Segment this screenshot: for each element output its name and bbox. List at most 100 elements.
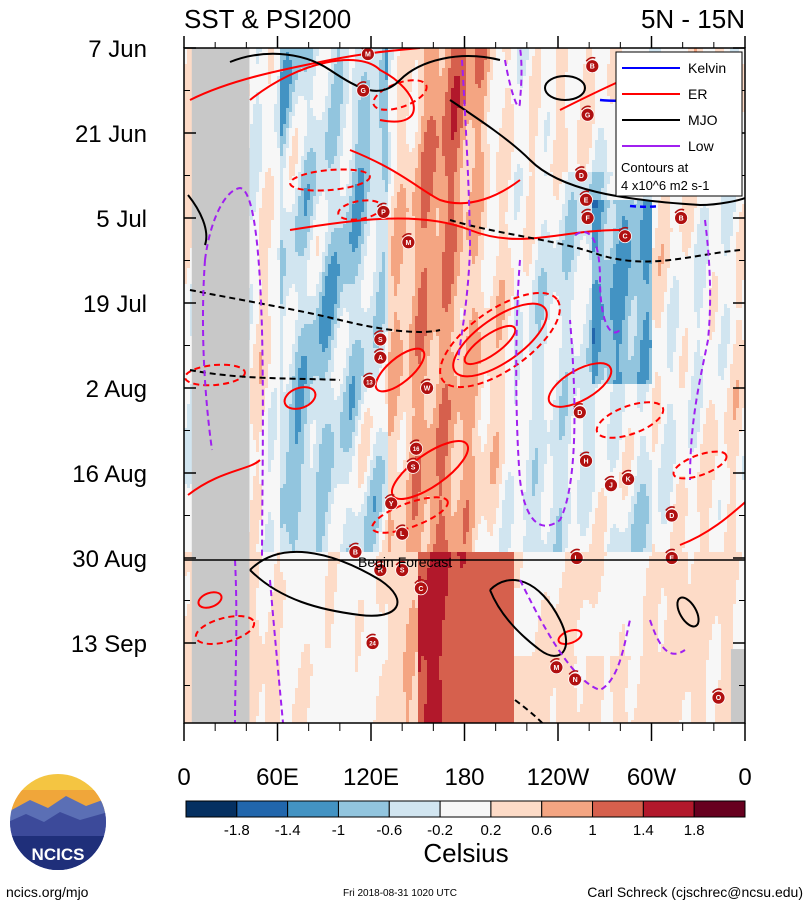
storm-label: D <box>579 173 584 180</box>
storm-label: W <box>424 386 431 393</box>
mjo-contour <box>449 99 745 207</box>
footer-timestamp: Fri 2018-08-31 1020 UTC <box>343 888 457 899</box>
low-contour <box>201 259 213 451</box>
storm-marker: W <box>420 378 435 395</box>
colorbar-swatch <box>490 800 543 818</box>
x-tick-label: 60W <box>627 764 677 791</box>
storm-marker: E <box>664 548 679 565</box>
storm-marker: B <box>348 542 363 559</box>
storm-label: G <box>585 112 591 119</box>
storm-label: B <box>590 64 595 71</box>
storm-label: E <box>584 197 589 204</box>
er-contour-neg <box>194 615 256 645</box>
storm-label: M <box>405 240 411 247</box>
storm-marker: K <box>621 469 636 486</box>
colorbar-swatch <box>287 800 339 818</box>
storm-marker: A <box>373 348 388 365</box>
legend-box <box>615 51 743 197</box>
ncics-logo: NCICS <box>9 773 107 871</box>
er-contour <box>391 440 469 500</box>
storm-marker: M <box>549 657 564 675</box>
logo-text: NCICS <box>32 845 85 864</box>
mjo-contour <box>249 550 399 617</box>
storm-label: A <box>378 355 383 362</box>
er-contour <box>187 459 261 496</box>
y-tick-label: 2 Aug <box>86 376 147 403</box>
er-contour-neg <box>672 450 728 480</box>
mjo-contour-neg <box>514 699 544 723</box>
legend-label: MJO <box>688 112 718 128</box>
storm-label: F <box>585 216 590 223</box>
storm-marker: 24 <box>365 633 380 650</box>
mjo-contour <box>676 596 700 628</box>
colorbar-tick-label: -1.4 <box>275 822 301 839</box>
storm-label: N <box>573 677 578 684</box>
low-contour <box>234 559 238 723</box>
storm-label: E <box>669 556 674 563</box>
low-contour <box>519 579 631 692</box>
storm-marker: C <box>413 579 428 596</box>
storm-marker: B <box>585 56 600 74</box>
er-contour <box>679 500 745 546</box>
colorbar-swatch <box>642 800 695 818</box>
legend-note: 4 x10^6 m2 s-1 <box>621 178 709 193</box>
er-contour <box>557 629 583 645</box>
y-tick-label: 16 Aug <box>72 461 147 488</box>
storm-marker: G <box>356 81 371 98</box>
low-contour <box>457 59 472 361</box>
storm-marker: S <box>395 560 410 578</box>
er-contour <box>249 59 415 123</box>
y-tick-label: 7 Jun <box>88 36 147 63</box>
colorbar-tick-label: -1.8 <box>224 822 250 839</box>
colorbar-swatch <box>541 800 594 818</box>
storm-marker: R <box>373 560 388 578</box>
er-contour-neg <box>289 168 371 192</box>
storm-marker: S <box>406 457 420 474</box>
storm-label: H <box>584 458 589 465</box>
legend-label: Kelvin <box>688 60 726 76</box>
er-contour <box>283 386 317 410</box>
er-contour-neg <box>371 496 449 534</box>
region-label: 5N - 15N <box>641 4 745 34</box>
colorbar-swatch <box>185 800 238 818</box>
storm-marker: L <box>395 524 410 541</box>
plot-area: M G P M S A 13 W 16 S Y L B R S C 24 D E F G B C B D H J K L D E M N O <box>184 48 745 723</box>
storm-label: C <box>622 234 627 241</box>
colorbar-tick-label: 0.6 <box>531 822 552 839</box>
legend-label: Low <box>688 138 715 154</box>
kelvin-contour <box>629 204 661 208</box>
x-tick-label: 60E <box>256 764 299 791</box>
colorbar-swatch <box>693 800 746 818</box>
chart-title: SST & PSI200 <box>184 4 351 34</box>
storm-label: L <box>400 531 405 538</box>
y-axis: 7 Jun 21 Jun 5 Jul 19 Jul 2 Aug 16 Aug 30 Aug 1… <box>71 36 745 686</box>
storm-marker: M <box>401 232 416 250</box>
x-axis: 0 60E 120E 180 120W 60W 0 <box>177 36 752 791</box>
storm-label: J <box>609 483 613 490</box>
x-tick-label: 120E <box>343 764 399 791</box>
low-contour <box>515 259 576 527</box>
er-contour-neg <box>595 401 665 439</box>
storm-label: G <box>360 88 366 95</box>
colorbar-tick-label: -0.6 <box>376 822 402 839</box>
colorbar-tick-label: 0.2 <box>480 822 501 839</box>
footer-url: ncics.org/mjo <box>6 884 89 900</box>
er-contour <box>197 591 223 609</box>
low-contour <box>204 186 264 561</box>
legend-note: Contours at <box>621 160 689 175</box>
x-tick-label: 0 <box>177 764 190 791</box>
storm-marker: C <box>618 226 632 244</box>
x-tick-label: 0 <box>738 764 751 791</box>
low-contour <box>574 231 621 334</box>
colorbar-swatch <box>592 800 644 818</box>
storm-label: M <box>554 665 560 672</box>
storm-marker: G <box>580 105 595 122</box>
mjo-contour <box>187 194 208 246</box>
colorbar-swatch <box>337 800 390 818</box>
storm-label: L <box>575 556 580 563</box>
low-contour <box>269 579 284 723</box>
colorbar-tick-label: 1.4 <box>633 822 654 839</box>
er-contour <box>463 324 517 366</box>
colorbar-label: Celsius <box>423 838 508 868</box>
